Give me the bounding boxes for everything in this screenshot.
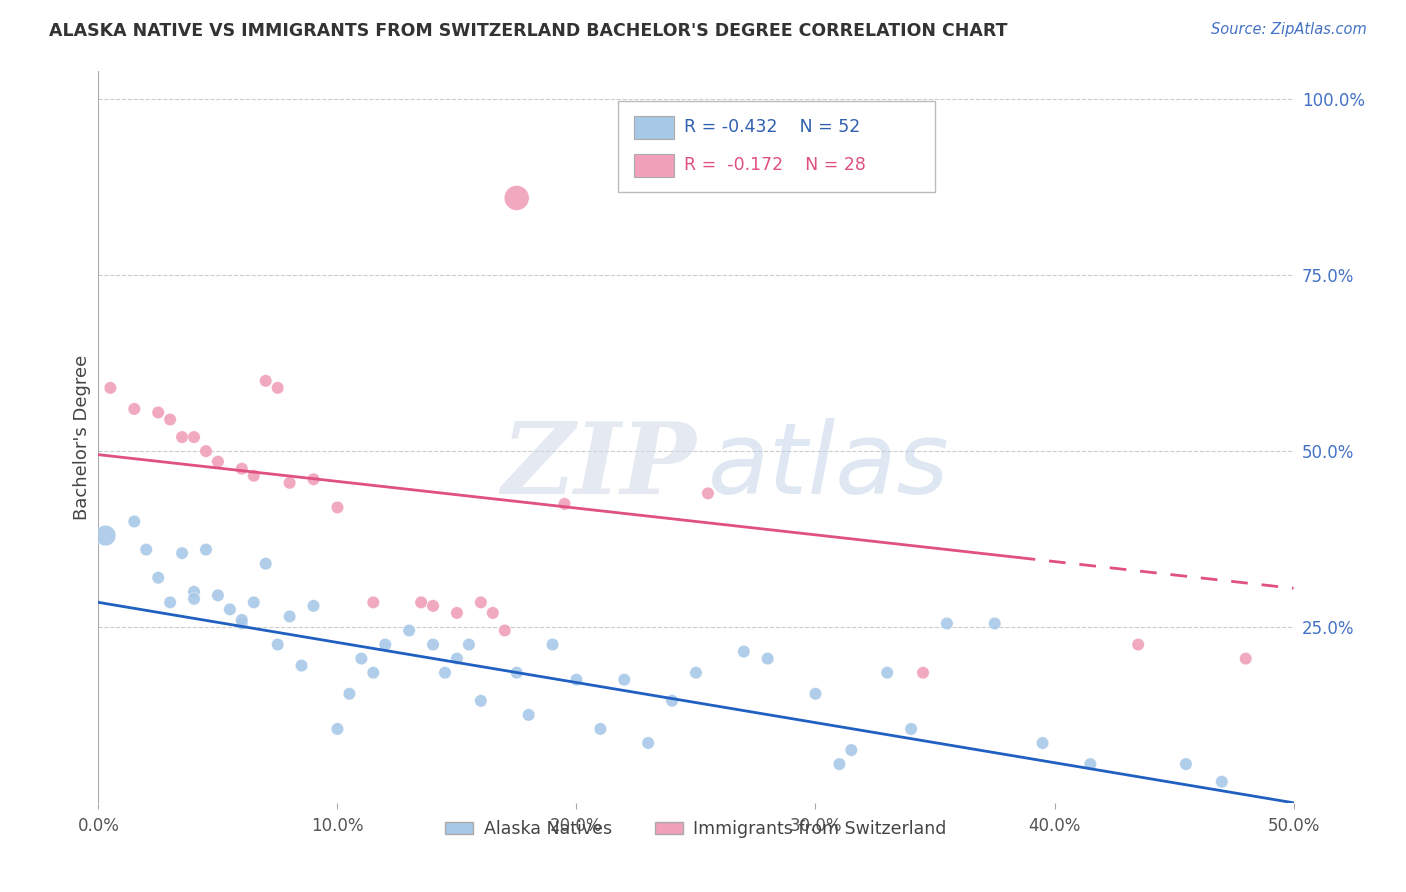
Point: [219, 602, 242, 616]
Point: [243, 468, 266, 483]
Point: [231, 616, 253, 631]
Point: [291, 658, 314, 673]
Point: [1211, 774, 1233, 789]
Point: [254, 557, 277, 571]
Point: [339, 687, 361, 701]
Point: [302, 472, 325, 486]
Point: [685, 665, 707, 680]
Point: [756, 651, 779, 665]
Text: ALASKA NATIVE VS IMMIGRANTS FROM SWITZERLAND BACHELOR'S DEGREE CORRELATION CHART: ALASKA NATIVE VS IMMIGRANTS FROM SWITZER…: [49, 22, 1008, 40]
Point: [207, 588, 229, 602]
Point: [231, 613, 253, 627]
Point: [183, 430, 205, 444]
Text: R =  -0.172    N = 28: R = -0.172 N = 28: [685, 156, 866, 174]
Point: [517, 707, 540, 722]
Point: [363, 665, 385, 680]
Text: Source: ZipAtlas.com: Source: ZipAtlas.com: [1211, 22, 1367, 37]
Point: [302, 599, 325, 613]
Point: [422, 638, 444, 652]
Point: [374, 638, 396, 652]
Point: [434, 665, 457, 680]
Point: [135, 542, 157, 557]
Point: [506, 665, 529, 680]
Point: [267, 638, 290, 652]
Point: [481, 606, 505, 620]
FancyBboxPatch shape: [634, 153, 675, 177]
Point: [254, 374, 277, 388]
Point: [350, 651, 373, 665]
Text: R = -0.432    N = 52: R = -0.432 N = 52: [685, 119, 860, 136]
Point: [207, 455, 229, 469]
Text: ZIP: ZIP: [501, 418, 696, 515]
Point: [697, 486, 720, 500]
Point: [828, 757, 851, 772]
Point: [589, 722, 612, 736]
Text: atlas: atlas: [709, 417, 949, 515]
Point: [900, 722, 922, 736]
Point: [326, 500, 349, 515]
Point: [541, 638, 564, 652]
Point: [243, 595, 266, 609]
Point: [124, 515, 146, 529]
Point: [1080, 757, 1102, 772]
Point: [458, 638, 481, 652]
Point: [470, 694, 492, 708]
Point: [148, 571, 170, 585]
Point: [1128, 638, 1150, 652]
Point: [172, 430, 194, 444]
Point: [936, 616, 959, 631]
Point: [1175, 757, 1198, 772]
FancyBboxPatch shape: [634, 116, 675, 139]
Point: [911, 665, 934, 680]
Point: [470, 595, 492, 609]
Point: [804, 687, 827, 701]
Point: [446, 606, 468, 620]
Point: [411, 595, 433, 609]
Point: [554, 497, 576, 511]
FancyBboxPatch shape: [619, 101, 935, 192]
Point: [183, 591, 205, 606]
Point: [124, 401, 146, 416]
Point: [876, 665, 898, 680]
Point: [613, 673, 636, 687]
Point: [278, 609, 301, 624]
Point: [159, 412, 181, 426]
Point: [363, 595, 385, 609]
Point: [1234, 651, 1257, 665]
Point: [494, 624, 516, 638]
Point: [733, 644, 755, 658]
Point: [422, 599, 444, 613]
Point: [637, 736, 659, 750]
Point: [94, 528, 117, 542]
Point: [159, 595, 181, 609]
Point: [506, 191, 529, 205]
Point: [326, 722, 349, 736]
Point: [183, 584, 205, 599]
Y-axis label: Bachelor's Degree: Bachelor's Degree: [73, 354, 91, 520]
Point: [195, 444, 218, 458]
Point: [661, 694, 683, 708]
Point: [172, 546, 194, 560]
Point: [841, 743, 863, 757]
Point: [267, 381, 290, 395]
Point: [398, 624, 420, 638]
Point: [231, 461, 253, 475]
Point: [278, 475, 301, 490]
Point: [98, 381, 122, 395]
Point: [148, 405, 170, 419]
Point: [1032, 736, 1054, 750]
Point: [195, 542, 218, 557]
Point: [565, 673, 588, 687]
Legend: Alaska Natives, Immigrants from Switzerland: Alaska Natives, Immigrants from Switzerl…: [439, 814, 953, 846]
Point: [984, 616, 1007, 631]
Point: [446, 651, 468, 665]
